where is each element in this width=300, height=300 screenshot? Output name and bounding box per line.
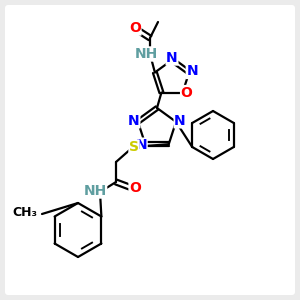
Text: N: N (135, 138, 147, 152)
Text: N: N (128, 114, 140, 128)
Text: NH: NH (134, 47, 158, 61)
FancyBboxPatch shape (5, 5, 295, 295)
Text: O: O (181, 85, 193, 100)
Text: N: N (174, 114, 186, 128)
Text: S: S (129, 140, 139, 154)
Text: O: O (129, 21, 141, 35)
Text: CH₃: CH₃ (12, 206, 37, 220)
Text: N: N (166, 51, 178, 65)
Text: O: O (129, 181, 141, 195)
Text: NH: NH (83, 184, 106, 198)
Text: N: N (186, 64, 198, 78)
